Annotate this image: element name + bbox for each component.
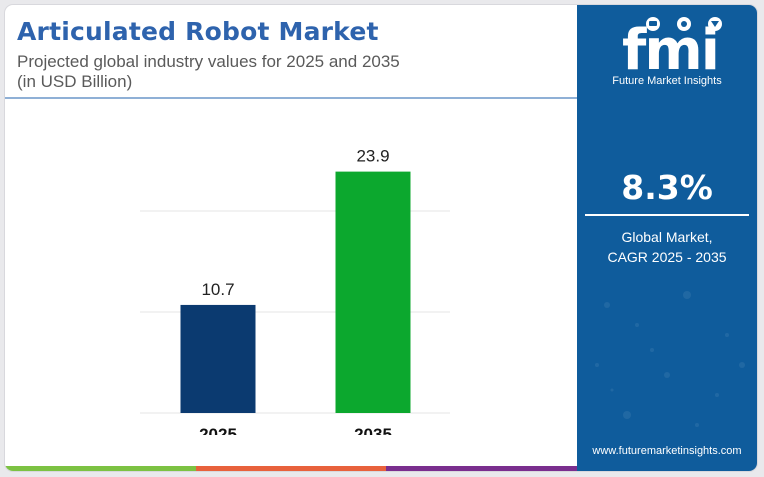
bar-chart: 10.7 2025 23.9 2035 — [140, 147, 450, 435]
chart-subtitle: Projected global industry values for 202… — [17, 52, 400, 92]
cagr-divider — [585, 214, 749, 216]
data-label-2025: 10.7 — [201, 280, 234, 299]
subtitle-line-1: Projected global industry values for 202… — [17, 52, 400, 71]
x-tick-label-2025: 2025 — [199, 425, 237, 435]
cagr-label: Global Market, CAGR 2025 - 2035 — [577, 227, 757, 267]
strip-segment-green — [5, 466, 196, 471]
strip-segment-orange — [195, 466, 387, 471]
logo-caption: Future Market Insights — [612, 75, 722, 87]
fmi-logo: fmi — [622, 17, 722, 83]
color-strip — [5, 466, 578, 471]
website-link[interactable]: www.futuremarketinsights.com — [592, 445, 742, 457]
header-divider — [5, 97, 577, 99]
sidebar-texture — [595, 291, 745, 427]
strip-segment-purple — [386, 466, 578, 471]
chart-title: Articulated Robot Market — [17, 17, 379, 46]
subtitle-line-2: (in USD Billion) — [17, 72, 133, 91]
cagr-label-line-2: CAGR 2025 - 2035 — [607, 249, 727, 265]
sidebar-panel: fmi Future Market Insights 8.3% Global M… — [577, 5, 757, 471]
logo-letters: fmi — [622, 18, 718, 83]
cagr-label-line-1: Global Market, — [621, 229, 713, 245]
x-tick-label-2035: 2035 — [354, 425, 392, 435]
bar-2035 — [335, 171, 411, 413]
cagr-value: 8.3% — [621, 168, 713, 207]
infographic-card: Articulated Robot Market Projected globa… — [5, 5, 757, 471]
bar-2025 — [180, 304, 256, 413]
data-label-2035: 23.9 — [356, 147, 389, 166]
